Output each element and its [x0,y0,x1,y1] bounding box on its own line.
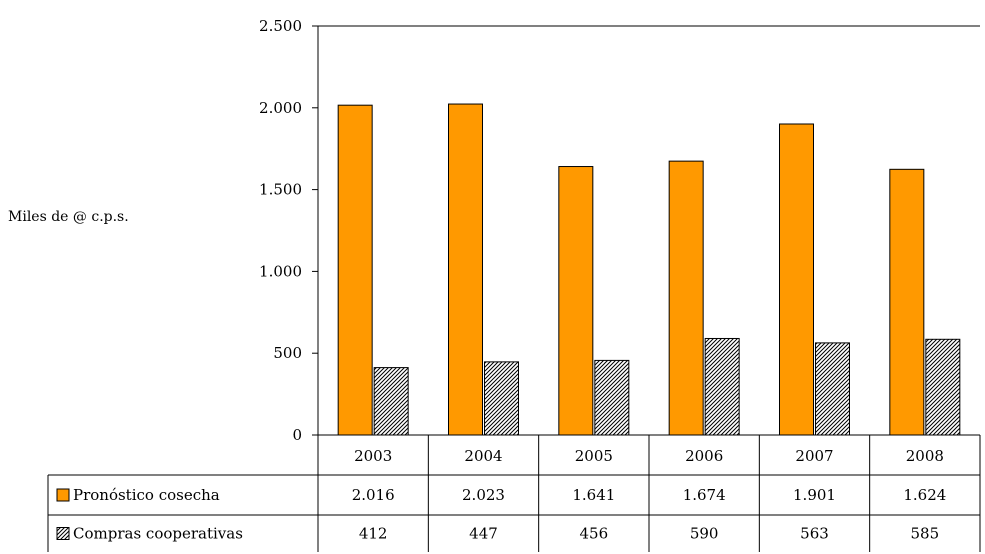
x-tick-label: 2007 [795,447,833,465]
data-label: 1.624 [903,486,946,504]
bar-compras-2007 [815,342,850,436]
bar-compras-2005 [594,359,630,436]
x-tick-label: 2005 [575,447,613,465]
bar-pronostico-2005 [558,166,594,436]
bar-pronostico-2006 [668,160,704,436]
data-label: 456 [580,525,609,543]
data-label: 447 [469,525,498,543]
bar-compras-2004 [484,361,519,436]
x-tick-label: 2004 [464,447,502,465]
bar-compras-2003 [373,367,409,436]
y-tick-label: 1.000 [259,262,302,280]
legend-label: Pronóstico cosecha [73,486,220,504]
data-label: 1.901 [793,486,836,504]
bar-pronostico-2004 [448,103,483,436]
data-label: 563 [800,525,829,543]
data-label: 2.023 [462,486,505,504]
legend-label: Compras cooperativas [73,525,243,543]
legend-swatch [56,488,70,502]
x-tick-label: 2008 [906,447,944,465]
data-label: 412 [359,525,388,543]
bar-compras-2006 [704,337,740,436]
legend-swatch [56,527,70,540]
y-tick-label: 2.500 [259,17,302,35]
bar-pronostico-2003 [337,104,373,436]
y-axis-label: Miles de @ c.p.s. [8,209,129,225]
x-tick-label: 2006 [685,447,723,465]
y-tick-label: 1.500 [259,181,302,199]
y-tick-label: 0 [292,426,302,444]
bars [337,103,961,436]
x-tick-label: 2003 [354,447,392,465]
bar-pronostico-2008 [889,168,925,436]
data-table: 2003 2004 2005 2006 2007 2008 Pronóstico cosec… [47,434,981,552]
y-axis: 0 500 1.000 1.500 2.000 2.500 [259,17,980,444]
data-label: 1.641 [572,486,615,504]
data-label: 585 [911,525,940,543]
data-label: 1.674 [683,486,726,504]
y-tick-label: 2.000 [259,99,302,117]
bar-pronostico-2007 [779,123,814,436]
data-label: 590 [690,525,719,543]
bar-compras-2008 [925,338,961,436]
data-label: 2.016 [352,486,395,504]
y-tick-label: 500 [273,344,302,362]
